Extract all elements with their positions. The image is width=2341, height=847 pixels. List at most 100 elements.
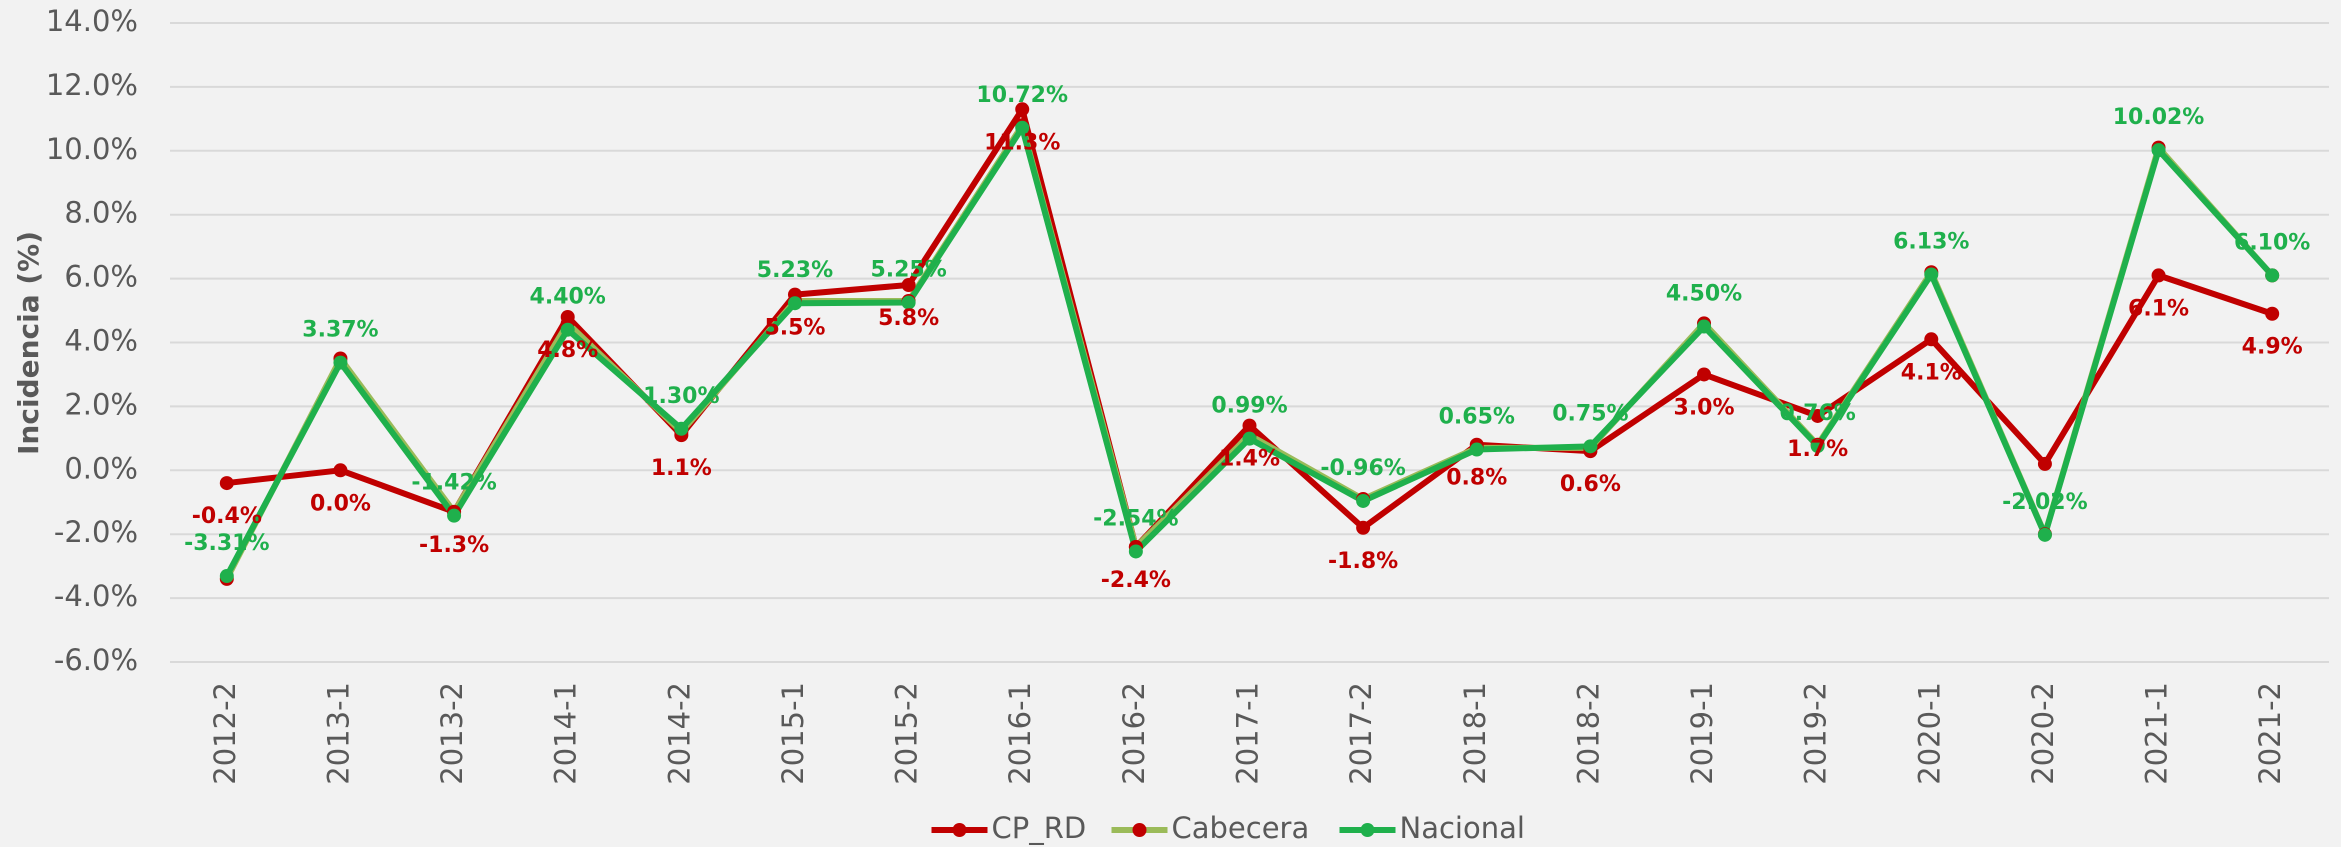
data-point xyxy=(901,295,916,310)
data-point xyxy=(787,296,802,311)
legend-label: CP_RD xyxy=(992,811,1087,845)
data-label: 0.76% xyxy=(1779,401,1855,426)
data-label: 0.75% xyxy=(1552,401,1628,426)
x-tick-label: 2016-2 xyxy=(1117,682,1151,785)
x-tick-label: 2019-1 xyxy=(1685,682,1719,785)
data-label: 0.6% xyxy=(1560,472,1621,497)
data-label: 0.0% xyxy=(310,491,371,516)
data-point xyxy=(1015,102,1030,117)
y-axis-title: Incidencia (%) xyxy=(12,231,45,455)
legend-marker xyxy=(952,823,967,837)
data-label: 1.7% xyxy=(1787,437,1848,462)
data-label: 4.50% xyxy=(1666,282,1742,307)
data-label: 10.02% xyxy=(2113,105,2205,130)
y-tick-label: 4.0% xyxy=(64,324,138,358)
data-label: 1.1% xyxy=(651,456,712,481)
data-label: 5.25% xyxy=(870,258,946,283)
x-tick-label: 2019-2 xyxy=(1799,682,1833,785)
data-point xyxy=(1697,367,1712,382)
y-tick-label: -2.0% xyxy=(54,515,138,549)
data-point xyxy=(674,421,689,436)
data-point xyxy=(2265,306,2280,321)
y-tick-label: -6.0% xyxy=(54,643,138,677)
x-tick-label: 2021-1 xyxy=(2140,682,2174,785)
data-label: -0.96% xyxy=(1320,456,1405,481)
data-label: 6.10% xyxy=(2234,230,2310,255)
data-point xyxy=(1242,431,1257,446)
x-tick-label: 2018-2 xyxy=(1571,682,1605,785)
data-point xyxy=(1356,520,1371,535)
data-point xyxy=(219,476,234,491)
x-tick-label: 2016-1 xyxy=(1003,682,1037,785)
data-point xyxy=(1356,493,1371,508)
x-tick-label: 2020-2 xyxy=(2026,682,2060,785)
data-label: 4.1% xyxy=(1901,360,1962,385)
y-tick-label: 2.0% xyxy=(64,387,138,421)
x-tick-label: 2014-2 xyxy=(662,682,696,785)
data-point xyxy=(2265,268,2280,283)
data-point xyxy=(560,322,575,337)
data-point xyxy=(1242,418,1257,433)
x-tick-label: 2017-1 xyxy=(1231,682,1265,785)
data-point xyxy=(1810,408,1825,423)
y-tick-label: 6.0% xyxy=(64,260,138,294)
x-tick-label: 2017-2 xyxy=(1344,682,1378,785)
x-tick-label: 2015-1 xyxy=(776,682,810,785)
data-point xyxy=(1697,319,1712,334)
y-tick-label: 0.0% xyxy=(64,451,138,485)
y-tick-label: -4.0% xyxy=(54,579,138,613)
data-point xyxy=(1015,120,1030,135)
data-point xyxy=(1469,442,1484,457)
data-label: 5.23% xyxy=(757,258,833,283)
data-point xyxy=(2151,268,2166,283)
legend-label: Nacional xyxy=(1400,811,1525,845)
data-label: -1.42% xyxy=(411,471,496,496)
legend-marker xyxy=(1132,823,1147,837)
data-point xyxy=(2037,456,2052,471)
x-tick-label: 2013-2 xyxy=(435,682,469,785)
data-label: 0.65% xyxy=(1439,405,1515,430)
data-point xyxy=(2151,143,2166,158)
data-label: 6.1% xyxy=(2128,296,2189,321)
data-point xyxy=(219,569,234,584)
data-label: 4.9% xyxy=(2242,335,2303,360)
data-label: 11.3% xyxy=(984,130,1060,155)
data-label: -1.8% xyxy=(1328,549,1398,574)
y-tick-label: 8.0% xyxy=(64,196,138,230)
data-point xyxy=(1924,267,1939,282)
data-point xyxy=(447,508,462,523)
x-tick-label: 2012-2 xyxy=(208,682,242,785)
data-label: -2.54% xyxy=(1093,506,1178,531)
data-point xyxy=(333,355,348,370)
x-tick-label: 2015-2 xyxy=(890,682,924,785)
data-point xyxy=(1128,544,1143,559)
data-label: 6.13% xyxy=(1893,229,1969,254)
y-tick-label: 12.0% xyxy=(46,68,138,102)
data-point xyxy=(2037,527,2052,542)
data-label: 5.8% xyxy=(878,306,939,331)
data-label: 5.5% xyxy=(764,316,825,341)
data-point xyxy=(901,277,916,292)
data-label: 1.4% xyxy=(1219,447,1280,472)
data-label: -2.02% xyxy=(2002,490,2087,515)
data-label: 0.8% xyxy=(1446,466,1507,491)
data-label: 0.99% xyxy=(1211,394,1287,419)
x-tick-label: 2014-1 xyxy=(549,682,583,785)
data-label: 4.8% xyxy=(537,338,598,363)
data-label: 3.0% xyxy=(1674,395,1735,420)
data-label: 4.40% xyxy=(530,285,606,310)
y-tick-label: 14.0% xyxy=(46,4,138,38)
legend-label: Cabecera xyxy=(1172,811,1310,845)
legend-marker xyxy=(1360,823,1375,837)
x-tick-label: 2021-2 xyxy=(2253,682,2287,785)
x-tick-label: 2013-1 xyxy=(321,682,355,785)
x-tick-label: 2018-1 xyxy=(1458,682,1492,785)
data-label: -1.3% xyxy=(419,533,489,558)
y-tick-label: 10.0% xyxy=(46,132,138,166)
data-label: 1.30% xyxy=(643,384,719,409)
data-point xyxy=(333,463,348,478)
data-label: 3.37% xyxy=(302,318,378,343)
data-label: -0.4% xyxy=(192,504,262,529)
data-label: -2.4% xyxy=(1101,568,1171,593)
